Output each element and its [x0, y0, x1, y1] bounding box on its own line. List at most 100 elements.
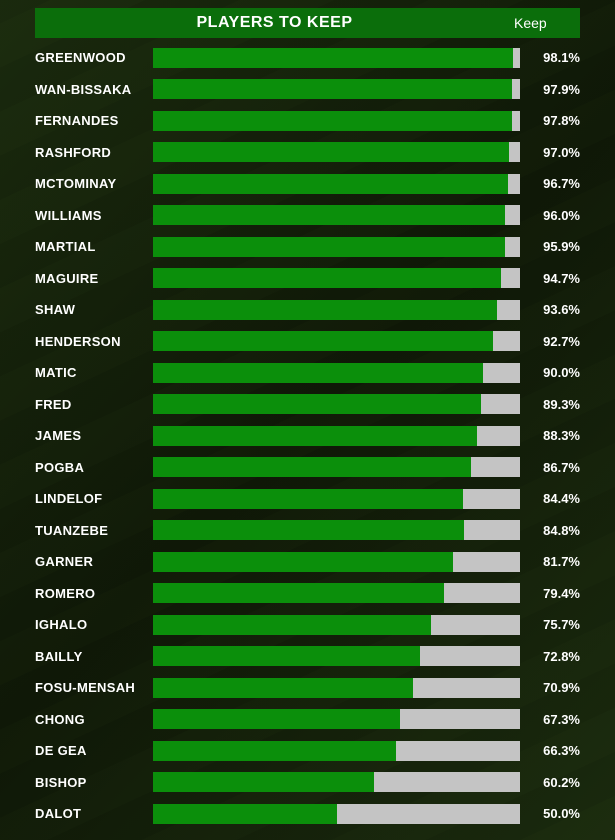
keep-percent: 70.9% — [528, 680, 580, 695]
keep-percent: 79.4% — [528, 586, 580, 601]
bar-track — [153, 111, 520, 131]
bar-fill — [153, 79, 512, 99]
player-row: BISHOP 60.2% — [35, 767, 580, 799]
chart-title: PLAYERS TO KEEP — [35, 14, 514, 32]
bar-fill — [153, 174, 508, 194]
player-name: MARTIAL — [35, 239, 145, 254]
player-name: BISHOP — [35, 775, 145, 790]
player-name: FERNANDES — [35, 113, 145, 128]
bar-fill — [153, 583, 444, 603]
bar-track — [153, 489, 520, 509]
bar-fill — [153, 111, 512, 131]
bar-fill — [153, 457, 471, 477]
player-name: MATIC — [35, 365, 145, 380]
player-row: MATIC 90.0% — [35, 357, 580, 389]
keep-percent: 96.7% — [528, 176, 580, 191]
keep-percent: 88.3% — [528, 428, 580, 443]
bar-track — [153, 520, 520, 540]
player-row: FERNANDES 97.8% — [35, 105, 580, 137]
player-name: WILLIAMS — [35, 208, 145, 223]
player-row: GARNER81.7% — [35, 546, 580, 578]
player-name: ROMERO — [35, 586, 145, 601]
player-row: FOSU-MENSAH70.9% — [35, 672, 580, 704]
player-row: HENDERSON92.7% — [35, 326, 580, 358]
keep-percent: 89.3% — [528, 397, 580, 412]
keep-percent: 60.2% — [528, 775, 580, 790]
bar-fill — [153, 709, 400, 729]
keep-percent: 72.8% — [528, 649, 580, 664]
player-row: JAMES 88.3% — [35, 420, 580, 452]
player-name: DALOT — [35, 806, 145, 821]
player-row: POGBA86.7% — [35, 452, 580, 484]
keep-percent: 96.0% — [528, 208, 580, 223]
player-row: BAILLY 72.8% — [35, 641, 580, 673]
player-name: JAMES — [35, 428, 145, 443]
bar-track — [153, 678, 520, 698]
keep-percent: 86.7% — [528, 460, 580, 475]
keep-percent: 95.9% — [528, 239, 580, 254]
bar-fill — [153, 363, 483, 383]
bar-fill — [153, 394, 481, 414]
player-row: WILLIAMS 96.0% — [35, 200, 580, 232]
keep-percent: 75.7% — [528, 617, 580, 632]
keep-percent: 67.3% — [528, 712, 580, 727]
bar-fill — [153, 237, 505, 257]
player-name: RASHFORD — [35, 145, 145, 160]
bar-track — [153, 268, 520, 288]
bar-fill — [153, 772, 374, 792]
bar-fill — [153, 426, 477, 446]
keep-percent: 81.7% — [528, 554, 580, 569]
bar-track — [153, 457, 520, 477]
bar-track — [153, 804, 520, 824]
player-row: WAN-BISSAKA97.9% — [35, 74, 580, 106]
player-name: SHAW — [35, 302, 145, 317]
player-name: HENDERSON — [35, 334, 145, 349]
bar-track — [153, 583, 520, 603]
player-row: CHONG 67.3% — [35, 704, 580, 736]
chart-rows: GREENWOOD98.1%WAN-BISSAKA97.9% FERNANDES 9… — [35, 42, 580, 830]
player-row: MCTOMINAY96.7% — [35, 168, 580, 200]
player-name: TUANZEBE — [35, 523, 145, 538]
player-row: TUANZEBE84.8% — [35, 515, 580, 547]
bar-track — [153, 48, 520, 68]
player-row: FRED89.3% — [35, 389, 580, 421]
player-name: CHONG — [35, 712, 145, 727]
keep-percent: 50.0% — [528, 806, 580, 821]
bar-track — [153, 552, 520, 572]
keep-percent: 94.7% — [528, 271, 580, 286]
bar-fill — [153, 48, 513, 68]
player-row: DE GEA66.3% — [35, 735, 580, 767]
bar-track — [153, 79, 520, 99]
bar-fill — [153, 741, 396, 761]
keep-percent: 97.8% — [528, 113, 580, 128]
keep-percent: 90.0% — [528, 365, 580, 380]
keep-percent: 66.3% — [528, 743, 580, 758]
player-name: LINDELOF — [35, 491, 145, 506]
bar-track — [153, 237, 520, 257]
player-row: GREENWOOD98.1% — [35, 42, 580, 74]
bar-fill — [153, 520, 464, 540]
player-row: DALOT 50.0% — [35, 798, 580, 830]
keep-percent: 84.4% — [528, 491, 580, 506]
bar-track — [153, 331, 520, 351]
bar-fill — [153, 552, 453, 572]
player-name: IGHALO — [35, 617, 145, 632]
bar-fill — [153, 142, 509, 162]
player-row: ROMERO 79.4% — [35, 578, 580, 610]
player-row: MAGUIRE94.7% — [35, 263, 580, 295]
player-name: BAILLY — [35, 649, 145, 664]
bar-track — [153, 300, 520, 320]
bar-fill — [153, 331, 493, 351]
bar-fill — [153, 615, 431, 635]
bar-fill — [153, 300, 497, 320]
bar-track — [153, 174, 520, 194]
bar-track — [153, 709, 520, 729]
bar-track — [153, 741, 520, 761]
keep-percent: 97.0% — [528, 145, 580, 160]
player-row: IGHALO 75.7% — [35, 609, 580, 641]
player-name: WAN-BISSAKA — [35, 82, 145, 97]
keep-column-label: Keep — [514, 15, 572, 31]
keep-percent: 93.6% — [528, 302, 580, 317]
player-name: GREENWOOD — [35, 50, 145, 65]
chart-header: PLAYERS TO KEEP Keep — [35, 8, 580, 38]
